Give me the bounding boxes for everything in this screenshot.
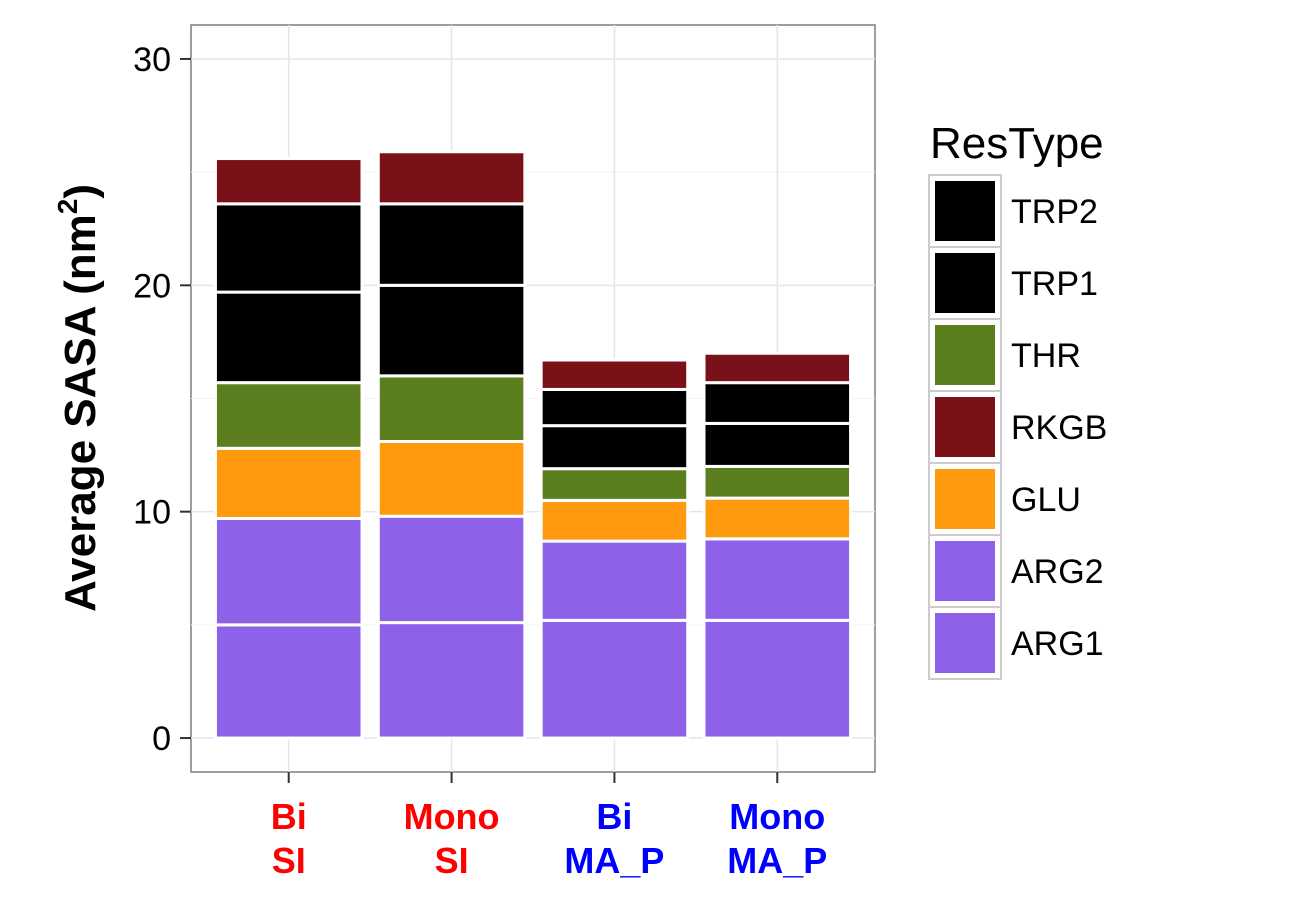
legend-label-trp1: TRP1 <box>1011 265 1098 303</box>
bar-segment-rkgb <box>539 358 690 391</box>
x-tick-label: Mono SI <box>404 796 500 881</box>
bar-segment-trp1 <box>539 424 690 471</box>
bar-segment-arg2 <box>213 516 364 627</box>
x-tick-label: Bi SI <box>271 796 307 881</box>
legend-swatch-rkgb <box>935 397 995 457</box>
bar-segment-arg1 <box>702 618 853 740</box>
bar-segment-trp2 <box>539 387 690 428</box>
bar-segment-trp2 <box>376 202 527 287</box>
bar-segment-thr <box>213 381 364 450</box>
bar-segment-trp1 <box>376 283 527 378</box>
legend-title: ResType <box>930 119 1104 168</box>
legend-swatch-arg1 <box>935 613 995 673</box>
bars <box>213 150 853 740</box>
bar-segment-glu <box>539 498 690 543</box>
bar-segment-arg2 <box>702 537 853 622</box>
legend-label-thr: THR <box>1011 337 1081 375</box>
y-tick-label: 10 <box>133 494 171 532</box>
legend-swatch-trp2 <box>935 181 995 241</box>
bar-segment-arg1 <box>376 621 527 740</box>
bar-segment-rkgb <box>702 351 853 385</box>
legend-swatch-arg2 <box>935 541 995 601</box>
bar-segment-rkgb <box>213 157 364 206</box>
y-axis-label-superscript: 2 <box>52 199 83 215</box>
legend-label-rkgb: RKGB <box>1011 409 1107 447</box>
bar-segment-arg1 <box>213 623 364 740</box>
bar-segment-glu <box>213 446 364 520</box>
y-axis: 0 10 20 30 <box>133 41 191 758</box>
bar-segment-thr <box>376 374 527 444</box>
bar-segment-glu <box>702 496 853 541</box>
x-tick-label: Bi MA_P <box>564 796 664 881</box>
x-axis: Bi SI Mono SI Bi MA_P Mono MA_P <box>271 772 827 881</box>
legend-label-glu: GLU <box>1011 481 1081 519</box>
bar-segment-trp1 <box>213 290 364 385</box>
legend: ResType TRP2 TRP1 THR RKGB GLU ARG2 ARG1 <box>928 119 1107 680</box>
y-axis-label: Average SASA (nm2) <box>52 184 105 612</box>
bar-segment-trp2 <box>702 381 853 425</box>
legend-swatch-glu <box>935 469 995 529</box>
bar-segment-trp1 <box>702 421 853 468</box>
legend-label-arg1: ARG1 <box>1011 625 1104 663</box>
x-tick-label: Mono MA_P <box>727 796 827 881</box>
legend-label-trp2: TRP2 <box>1011 193 1098 231</box>
legend-label-arg2: ARG2 <box>1011 553 1104 591</box>
bar-segment-trp2 <box>213 202 364 294</box>
bar-segment-arg2 <box>539 539 690 622</box>
bar-segment-arg2 <box>376 514 527 625</box>
legend-swatch-thr <box>935 325 995 385</box>
y-tick-label: 30 <box>133 41 171 79</box>
bar-segment-arg1 <box>539 618 690 740</box>
y-tick-label: 20 <box>133 267 171 305</box>
legend-swatch-trp1 <box>935 253 995 313</box>
y-axis-label-close: ) <box>56 184 105 199</box>
bar-segment-glu <box>376 440 527 518</box>
bar-segment-thr <box>702 464 853 500</box>
bar-segment-rkgb <box>376 150 527 206</box>
bar-segment-thr <box>539 467 690 502</box>
y-tick-label: 0 <box>152 720 171 758</box>
